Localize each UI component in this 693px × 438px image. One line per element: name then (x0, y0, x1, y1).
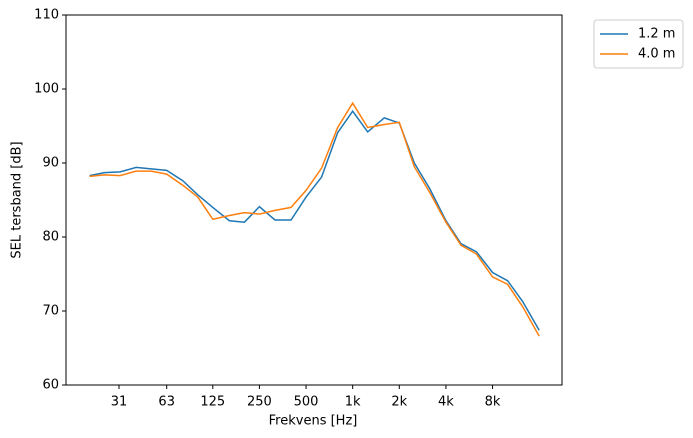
x-tick-label: 31 (111, 395, 128, 410)
y-tick-label: 110 (34, 8, 59, 23)
x-axis-label: Frekvens [Hz] (269, 414, 358, 429)
y-tick-label: 70 (42, 304, 59, 319)
legend-label: 4.0 m (638, 47, 675, 62)
y-tick-label: 60 (42, 378, 59, 393)
x-tick-label: 2k (391, 395, 407, 410)
y-axis-label: SEL tersband [dB] (10, 141, 25, 258)
y-tick-label: 90 (42, 156, 59, 171)
x-tick-label: 8k (485, 395, 501, 410)
x-tick-label: 500 (294, 395, 319, 410)
x-tick-label: 4k (438, 395, 454, 410)
x-tick-label: 1k (345, 395, 361, 410)
legend-box (593, 19, 684, 69)
x-tick-label: 63 (158, 395, 175, 410)
series-line (89, 101, 540, 337)
legend-label: 1.2 m (638, 27, 675, 42)
series-line (89, 109, 540, 331)
plot-frame (65, 14, 563, 386)
x-tick-label: 250 (247, 395, 272, 410)
x-tick-label: 125 (200, 395, 225, 410)
y-tick-label: 100 (34, 82, 59, 97)
y-tick-label: 80 (42, 230, 59, 245)
